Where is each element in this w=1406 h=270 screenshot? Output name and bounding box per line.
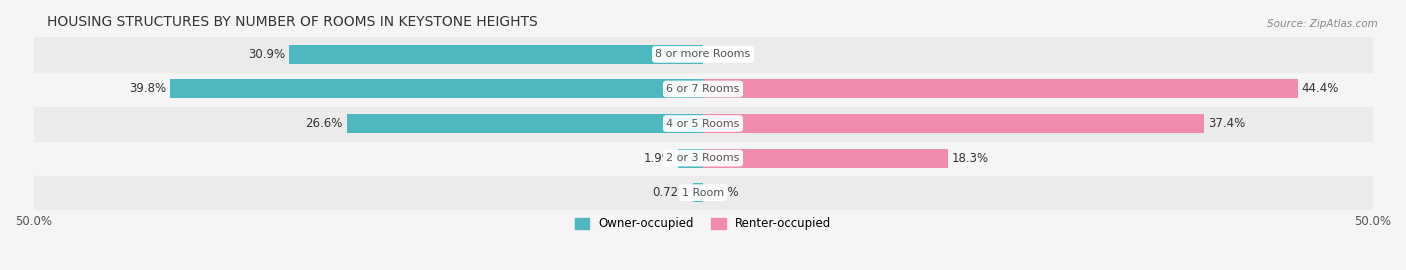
Legend: Owner-occupied, Renter-occupied: Owner-occupied, Renter-occupied [569, 213, 837, 235]
Bar [34, 176, 1372, 210]
Bar [290, 45, 703, 64]
Bar [703, 79, 1298, 99]
Bar [34, 37, 1372, 72]
Text: 44.4%: 44.4% [1302, 82, 1339, 96]
Text: 37.4%: 37.4% [1208, 117, 1246, 130]
Text: 26.6%: 26.6% [305, 117, 343, 130]
Bar [703, 114, 1204, 133]
Text: 39.8%: 39.8% [129, 82, 166, 96]
Text: 8 or more Rooms: 8 or more Rooms [655, 49, 751, 59]
Bar [678, 148, 703, 168]
Text: 0.0%: 0.0% [710, 48, 740, 61]
Text: 1 Room: 1 Room [682, 188, 724, 198]
Text: 4 or 5 Rooms: 4 or 5 Rooms [666, 119, 740, 129]
Text: HOUSING STRUCTURES BY NUMBER OF ROOMS IN KEYSTONE HEIGHTS: HOUSING STRUCTURES BY NUMBER OF ROOMS IN… [46, 15, 537, 29]
Bar [693, 183, 703, 202]
Bar [703, 148, 948, 168]
Text: 1.9%: 1.9% [644, 152, 673, 165]
Bar [34, 141, 1372, 176]
Text: 18.3%: 18.3% [952, 152, 990, 165]
Text: 6 or 7 Rooms: 6 or 7 Rooms [666, 84, 740, 94]
Bar [347, 114, 703, 133]
Bar [34, 106, 1372, 141]
Text: Source: ZipAtlas.com: Source: ZipAtlas.com [1267, 19, 1378, 29]
Bar [170, 79, 703, 99]
Text: 30.9%: 30.9% [247, 48, 285, 61]
Bar [34, 72, 1372, 106]
Text: 0.0%: 0.0% [710, 186, 740, 199]
Text: 0.72%: 0.72% [652, 186, 689, 199]
Text: 2 or 3 Rooms: 2 or 3 Rooms [666, 153, 740, 163]
